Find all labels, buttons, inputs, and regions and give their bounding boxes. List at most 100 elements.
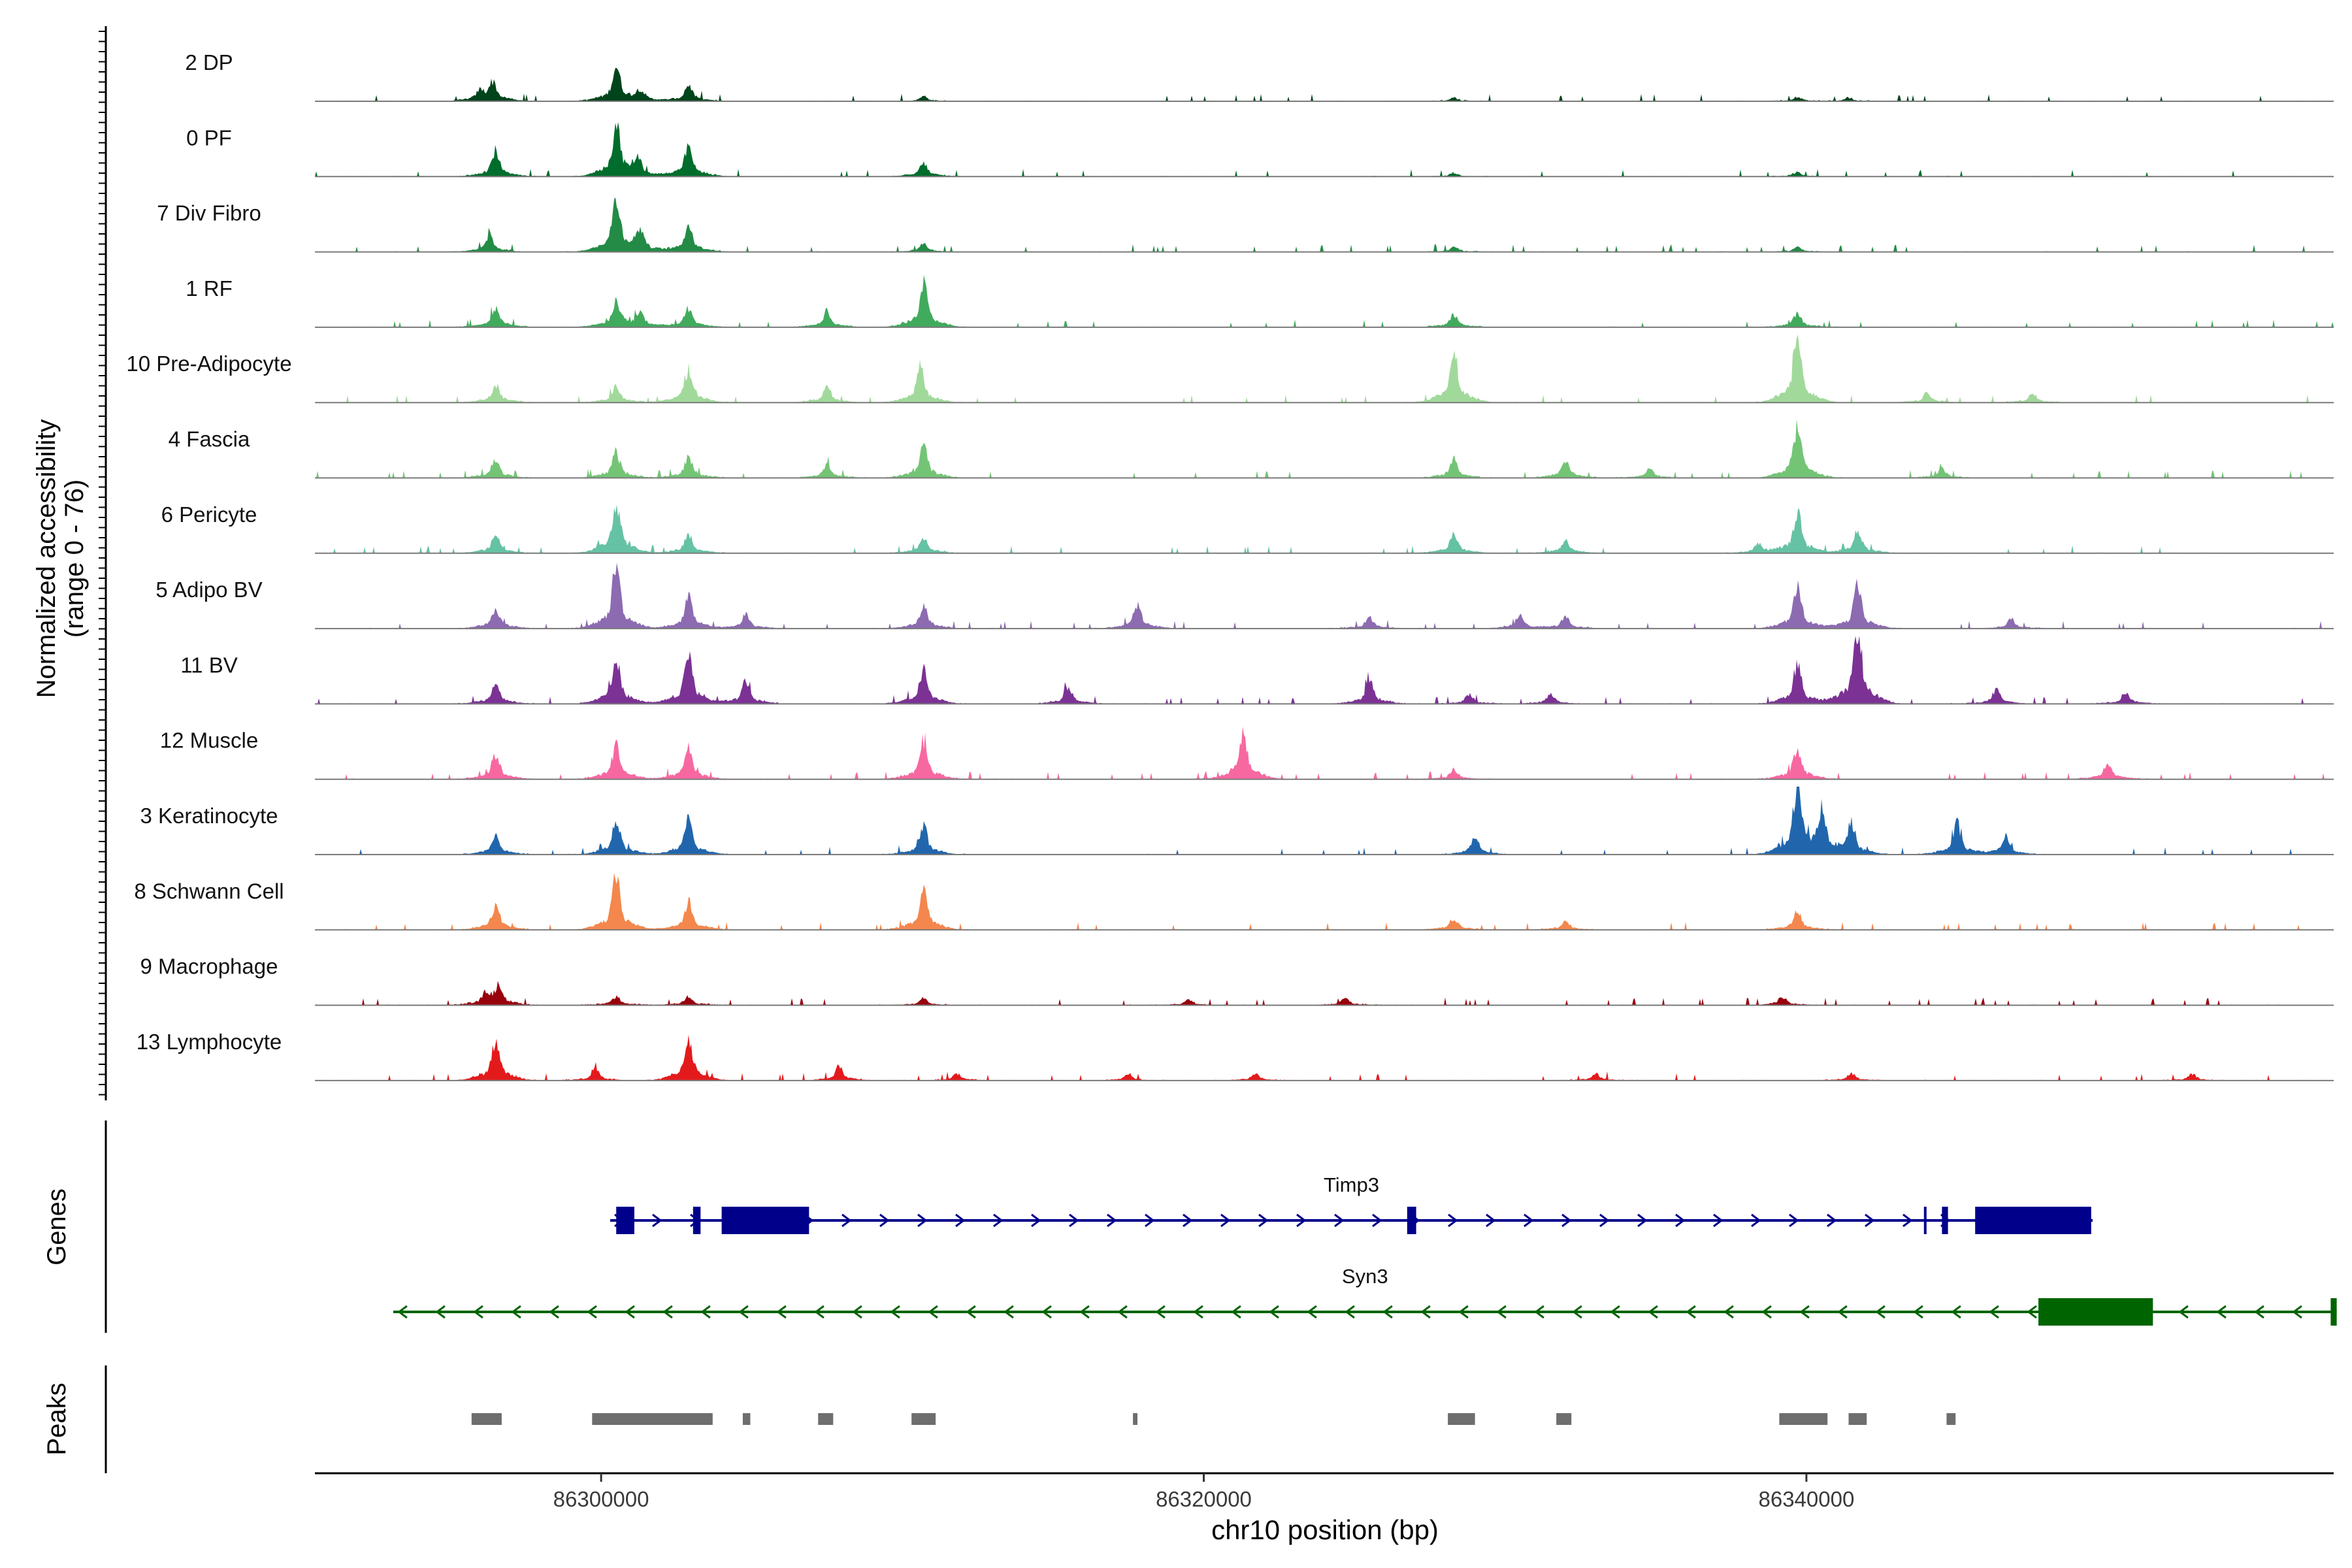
peak-region (1848, 1413, 1867, 1425)
strand-arrow (928, 1305, 938, 1319)
strand-arrow (890, 1305, 900, 1319)
coverage-area (315, 563, 2334, 629)
track-label: 8 Schwann Cell (134, 879, 284, 903)
strand-arrow (1524, 1213, 1534, 1228)
peak-region (1946, 1413, 1956, 1425)
track-label: 9 Macrophage (140, 955, 278, 979)
peak-region (592, 1413, 713, 1425)
gene-exon (616, 1207, 634, 1234)
coverage-track: 0 PF (186, 122, 2334, 178)
coverage-track: 3 Keratinocyte (140, 787, 2334, 855)
coverage-track: 8 Schwann Cell (134, 873, 2334, 931)
strand-arrow (1183, 1213, 1193, 1228)
coverage-track: 10 Pre-Adipocyte (126, 335, 2334, 404)
coverage-area (315, 67, 2334, 101)
strand-arrow (1345, 1305, 1355, 1319)
coverage-area (315, 274, 2334, 327)
strand-arrow (1334, 1213, 1345, 1228)
coverage-track: 2 DP (185, 50, 2334, 102)
strand-arrow (1193, 1305, 1203, 1319)
y-axis-label-line1: Normalized accessibility (32, 419, 61, 698)
strand-arrow (1637, 1213, 1648, 1228)
strand-arrow (1496, 1305, 1507, 1319)
strand-arrow (1458, 1305, 1469, 1319)
coverage-track: 5 Adipo BV (155, 563, 2334, 630)
strand-arrow (955, 1213, 966, 1228)
gene-exon (1942, 1207, 1948, 1234)
coverage-track: 9 Macrophage (140, 955, 2334, 1006)
strand-arrow (1155, 1305, 1166, 1319)
peak-region (911, 1413, 936, 1425)
track-label: 3 Keratinocyte (140, 804, 278, 828)
strand-arrow (1751, 1213, 1761, 1228)
strand-arrow (1761, 1305, 1772, 1319)
gene-exon (721, 1207, 809, 1234)
peak-region (1779, 1413, 1828, 1425)
coverage-area (315, 981, 2334, 1005)
strand-arrow (1903, 1213, 1913, 1228)
strand-arrow (549, 1305, 559, 1319)
coverage-area (315, 504, 2334, 553)
peak-region (1448, 1413, 1475, 1425)
coverage-area (315, 122, 2334, 177)
strand-arrow (1448, 1213, 1458, 1228)
strand-arrow (1031, 1213, 1041, 1228)
track-label: 2 DP (185, 50, 233, 74)
strand-arrow (1269, 1305, 1279, 1319)
track-label: 0 PF (186, 125, 232, 150)
coverage-area (315, 335, 2334, 403)
strand-arrow (1486, 1213, 1496, 1228)
strand-arrow (1372, 1213, 1382, 1228)
gene-exon (1975, 1207, 2091, 1234)
x-axis-title: chr10 position (bp) (1211, 1514, 1439, 1545)
strand-arrow (1561, 1213, 1572, 1228)
strand-arrow (1004, 1305, 1014, 1319)
strand-arrow (1307, 1305, 1317, 1319)
strand-arrow (1420, 1305, 1431, 1319)
strand-arrow (397, 1305, 408, 1319)
gene-syn3: Syn3 (393, 1265, 2337, 1326)
x-tick-label: 86320000 (1156, 1487, 1252, 1511)
track-label: 5 Adipo BV (155, 578, 262, 602)
strand-arrow (1296, 1213, 1307, 1228)
strand-arrow (814, 1305, 825, 1319)
coverage-track: 11 BV (180, 636, 2334, 705)
strand-arrow (1599, 1213, 1610, 1228)
strand-arrow (511, 1305, 521, 1319)
strand-arrow (2178, 1305, 2189, 1319)
track-label: 13 Lymphocyte (137, 1030, 282, 1054)
strand-arrow (776, 1305, 787, 1319)
coverage-tracks: 2 DP 0 PF 7 Div Fibro 1 RF 10 Pre-Adipocyte 4… (99, 26, 2334, 1101)
strand-arrow (652, 1213, 662, 1228)
track-label: 1 RF (186, 276, 233, 301)
strand-arrow (1145, 1213, 1155, 1228)
track-label: 7 Div Fibro (157, 201, 261, 225)
coverage-area (315, 197, 2334, 252)
strand-arrow (1610, 1305, 1620, 1319)
strand-arrow (1041, 1305, 1052, 1319)
genes-track-label: Genes (42, 1188, 71, 1266)
strand-arrow (1231, 1305, 1241, 1319)
strand-arrow (1534, 1305, 1544, 1319)
y-axis-label-line2: (range 0 - 76) (60, 480, 89, 638)
coverage-track: 13 Lymphocyte (137, 1030, 2334, 1081)
gene-exon (1923, 1207, 1927, 1234)
track-label: 11 BV (180, 653, 237, 677)
coverage-track: 12 Muscle (160, 727, 2334, 780)
coverage-area (315, 419, 2334, 478)
strand-arrow (435, 1305, 446, 1319)
strand-arrow (1713, 1213, 1723, 1228)
strand-arrow (1572, 1305, 1582, 1319)
peak-region (471, 1413, 502, 1425)
strand-arrow (1827, 1213, 1837, 1228)
peaks-track-label: Peaks (42, 1382, 71, 1455)
strand-arrow (852, 1305, 862, 1319)
strand-arrow (1723, 1305, 1734, 1319)
track-label: 6 Pericyte (161, 502, 257, 527)
strand-arrow (700, 1305, 711, 1319)
coverage-track: 7 Div Fibro (157, 197, 2334, 253)
strand-arrow (1258, 1213, 1269, 1228)
gene-timp3: Timp3 (610, 1173, 2093, 1234)
strand-arrow (1799, 1305, 1810, 1319)
